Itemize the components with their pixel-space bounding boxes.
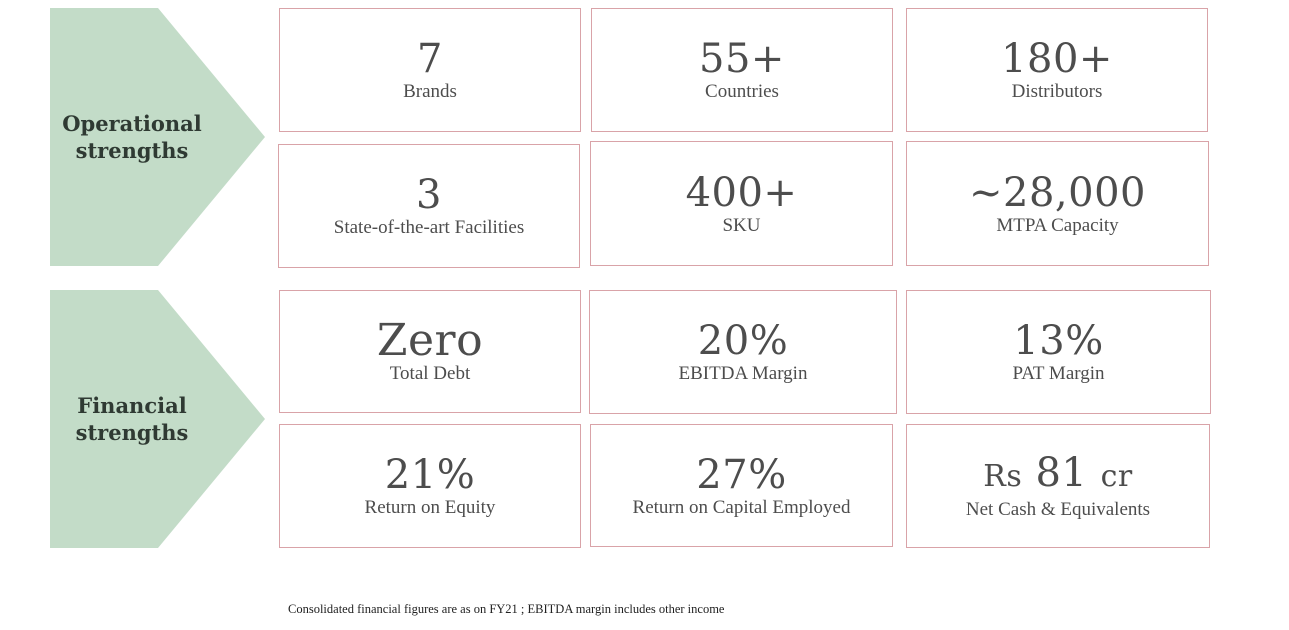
- net-cash-prefix: Rs: [983, 459, 1023, 494]
- chevron-arrow-shape: [50, 290, 265, 548]
- operational-strengths-chevron: Operational strengths: [50, 8, 265, 266]
- total-debt-tile: Zero Total Debt: [279, 290, 581, 413]
- facilities-value: 3: [416, 172, 442, 218]
- financial-strengths-title: Financial strengths: [50, 290, 212, 548]
- total-debt-label: Total Debt: [389, 362, 471, 384]
- financial-title-line1: Financial: [77, 393, 187, 418]
- pat-margin-tile: 13% PAT Margin: [906, 290, 1211, 414]
- capacity-value: ~28,000: [969, 169, 1146, 216]
- pat-margin-label: PAT Margin: [1012, 363, 1105, 384]
- footnote: Consolidated financial figures are as on…: [288, 602, 725, 616]
- ebitda-margin-value: 20%: [697, 318, 789, 364]
- brands-label: Brands: [403, 81, 457, 102]
- financial-title-line2: strengths: [75, 420, 189, 445]
- capacity-label: MTPA Capacity: [996, 214, 1119, 236]
- roce-tile: 27% Return on Capital Employed: [590, 424, 893, 547]
- net-cash-value-group: Rs 81 cr: [983, 451, 1132, 499]
- distributors-tile: 180+ Distributors: [906, 8, 1208, 132]
- ebitda-margin-label: EBITDA Margin: [678, 363, 808, 384]
- facilities-label: State-of-the-art Facilities: [333, 217, 525, 238]
- roe-value: 21%: [384, 452, 476, 498]
- distributors-value: 180+: [1001, 36, 1113, 82]
- roce-value: 27%: [696, 451, 787, 498]
- countries-value: 55+: [699, 36, 785, 82]
- roe-tile: 21% Return on Equity: [279, 424, 581, 548]
- brands-tile: 7 Brands: [279, 8, 581, 132]
- chevron-arrow-shape: [50, 8, 265, 266]
- operational-title-line2: strengths: [75, 138, 189, 163]
- ebitda-margin-tile: 20% EBITDA Margin: [589, 290, 897, 414]
- pat-margin-value: 13%: [1013, 318, 1104, 364]
- net-cash-suffix: cr: [1100, 459, 1133, 494]
- sku-value: 400+: [685, 169, 798, 216]
- countries-label: Countries: [705, 81, 779, 102]
- net-cash-label: Net Cash & Equivalents: [965, 499, 1151, 520]
- net-cash-tile: Rs 81 cr Net Cash & Equivalents: [906, 424, 1210, 548]
- operational-strengths-title: Operational strengths: [50, 8, 212, 266]
- net-cash-value: 81: [1035, 450, 1088, 496]
- roce-label: Return on Capital Employed: [632, 496, 851, 518]
- countries-tile: 55+ Countries: [591, 8, 893, 132]
- sku-label: SKU: [722, 214, 761, 236]
- capacity-tile: ~28,000 MTPA Capacity: [906, 141, 1209, 266]
- roe-label: Return on Equity: [364, 497, 496, 518]
- facilities-tile: 3 State-of-the-art Facilities: [278, 144, 580, 268]
- brands-value: 7: [417, 36, 443, 82]
- financial-strengths-chevron: Financial strengths: [50, 290, 265, 548]
- operational-title-line1: Operational: [62, 111, 202, 136]
- distributors-label: Distributors: [1011, 81, 1103, 102]
- total-debt-value: Zero: [376, 314, 484, 366]
- sku-tile: 400+ SKU: [590, 141, 893, 266]
